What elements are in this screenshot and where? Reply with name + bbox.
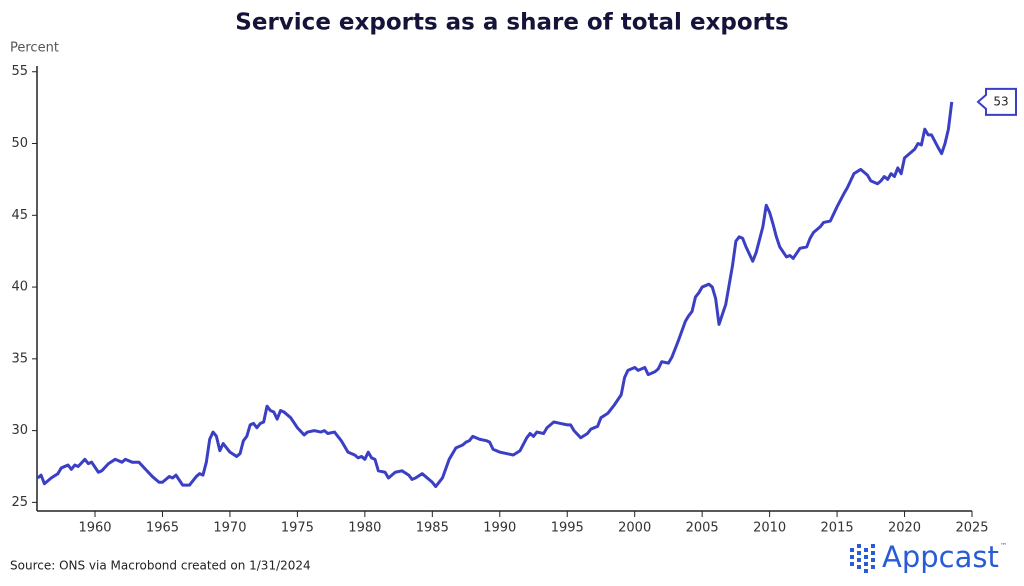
x-tick-label: 1985 (416, 521, 449, 536)
y-tick-label: 25 (11, 495, 28, 510)
y-tick-label: 30 (11, 423, 28, 438)
x-tick-label: 1990 (483, 521, 516, 536)
logo-icon (850, 544, 875, 573)
x-tick-label: 2020 (888, 521, 921, 536)
chart-title: Service exports as a share of total expo… (235, 10, 788, 36)
logo-text: Appcast (882, 540, 999, 574)
x-tick-label: 2005 (686, 521, 719, 536)
data-line (36, 101, 954, 489)
y-tick-label: 40 (11, 280, 28, 295)
y-tick-label: 50 (11, 136, 28, 151)
x-tick-label: 1960 (78, 521, 111, 536)
x-tick-label: 1980 (348, 521, 381, 536)
value-label: 53 (993, 94, 1008, 108)
y-tick-label: 35 (11, 351, 28, 366)
x-tick-label: 2025 (955, 521, 988, 536)
logo-trademark: ™ (1000, 542, 1007, 550)
y-axis-label: Percent (10, 41, 59, 56)
x-tick-label: 2015 (821, 521, 854, 536)
source-note: Source: ONS via Macrobond created on 1/3… (10, 559, 311, 573)
y-tick-label: 55 (11, 64, 28, 79)
x-tick-label: 1975 (281, 521, 314, 536)
x-tick-label: 2010 (753, 521, 786, 536)
x-tick-label: 2000 (618, 521, 651, 536)
x-tick-label: 1995 (551, 521, 584, 536)
value-callout (976, 87, 1017, 116)
x-tick-label: 1970 (213, 521, 246, 536)
x-tick-label: 1965 (146, 521, 179, 536)
y-tick-label: 45 (11, 208, 28, 223)
